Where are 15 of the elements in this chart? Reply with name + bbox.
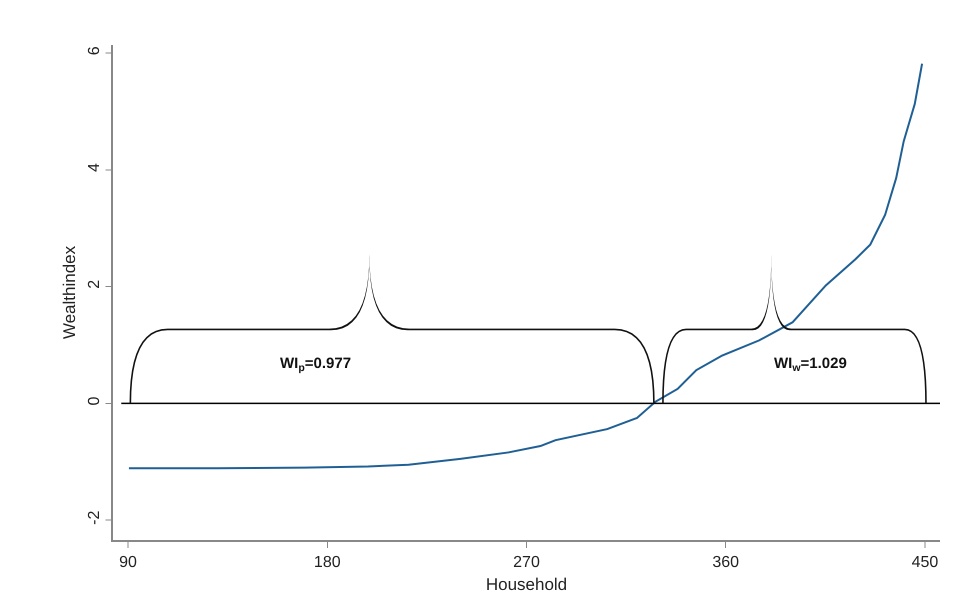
x-tick-label: 180	[314, 554, 341, 571]
x-tick-label: 360	[712, 554, 740, 571]
y-axis-title: Wealthindex	[60, 245, 79, 340]
x-tick-label: 90	[119, 554, 138, 571]
y-tick-label: 2	[86, 280, 103, 289]
y-tick-label: -2	[86, 510, 103, 525]
y-tick-label: 0	[86, 396, 103, 406]
x-axis-title: Household	[486, 574, 568, 594]
line-series	[128, 62, 924, 470]
y-tick-label: 4	[86, 162, 103, 172]
y-tick-label: 6	[86, 46, 103, 56]
x-tick-label: 450	[912, 554, 938, 571]
annotation: WI$_{w}$=1.029	[774, 355, 847, 374]
x-tick-label: 270	[513, 554, 540, 571]
annotation: WI$_{p}$=0.977	[280, 355, 352, 374]
